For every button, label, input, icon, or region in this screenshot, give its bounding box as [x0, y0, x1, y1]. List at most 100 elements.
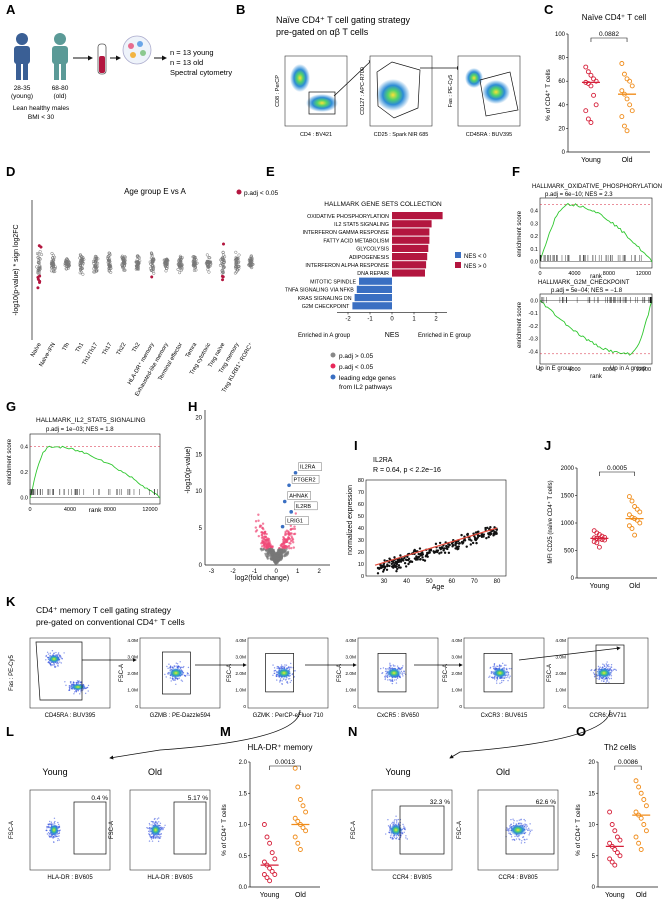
event-dot	[147, 827, 149, 830]
event-dot	[525, 826, 527, 828]
data-point	[291, 541, 295, 544]
bar-label: INTERFERON GAMMA RESPONSE	[302, 230, 389, 236]
event-dot	[397, 838, 400, 840]
y-tick-label: 0.0	[530, 260, 538, 266]
enrichment-curve	[539, 202, 653, 263]
event-dot	[162, 828, 164, 830]
event-dot	[158, 837, 160, 840]
event-dot	[48, 834, 50, 836]
event-dot	[607, 664, 610, 666]
event-dot	[392, 835, 394, 837]
data-point	[396, 567, 399, 571]
gate	[595, 644, 625, 684]
y-tick-label: 15	[195, 452, 202, 458]
event-dot	[403, 672, 405, 674]
event-dot	[148, 833, 150, 835]
data-point	[123, 255, 127, 259]
event-dot	[50, 664, 52, 667]
chart-ylabel: % of CD4⁺ T cells	[545, 68, 552, 120]
y-tick-label: 2.0M	[555, 671, 566, 677]
event-dot	[54, 666, 56, 668]
data-point	[277, 559, 280, 562]
event-dot	[182, 666, 184, 669]
event-dot	[187, 666, 190, 669]
highlight-point	[282, 499, 287, 504]
data-point	[281, 546, 284, 550]
data-point	[205, 253, 209, 257]
event-dot	[156, 821, 158, 823]
data-point	[292, 765, 298, 771]
event-dot	[46, 833, 49, 835]
event-dot	[188, 674, 190, 676]
data-point	[51, 260, 55, 264]
data-point	[290, 535, 293, 538]
event-dot	[387, 819, 389, 821]
event-dot	[493, 663, 496, 665]
data-point	[484, 528, 487, 532]
event-dot	[183, 665, 185, 668]
event-dot	[165, 676, 167, 678]
event-dot	[491, 671, 493, 674]
event-dot	[495, 680, 498, 682]
data-point	[593, 102, 599, 108]
event-dot	[55, 835, 58, 838]
data-point	[257, 513, 260, 516]
event-dot	[277, 667, 280, 670]
data-point	[288, 541, 291, 545]
data-point	[388, 561, 391, 564]
data-point	[250, 258, 254, 262]
gate-arrow-icon	[518, 646, 621, 661]
data-point	[485, 536, 488, 540]
event-dot	[389, 824, 392, 826]
event-dot	[46, 829, 48, 832]
chart-xlabel: rank	[89, 507, 102, 514]
panel-b: B Naïve CD4⁺ T cell gating strategy pre-…	[236, 2, 521, 138]
legend-dot	[236, 189, 242, 195]
event-dot	[400, 668, 403, 670]
old-age-label: 68-80	[52, 85, 69, 92]
y-tick-label: 0	[353, 704, 356, 710]
y-tick-label: 4.0M	[451, 638, 462, 644]
data-point	[262, 548, 265, 551]
data-point	[109, 270, 113, 274]
event-dot	[286, 681, 288, 684]
flow-ylabel: Fas : PE-Cy5	[448, 75, 454, 108]
event-dot	[496, 678, 499, 680]
data-point	[591, 76, 597, 82]
density-core	[510, 824, 526, 836]
data-point	[629, 83, 635, 89]
event-dot	[382, 667, 385, 669]
event-dot	[489, 675, 491, 677]
p-value: 0.0086	[618, 759, 638, 766]
event-dot	[395, 819, 398, 821]
event-dot	[501, 679, 503, 682]
data-point	[607, 809, 613, 815]
data-point	[637, 520, 643, 526]
data-point	[93, 255, 97, 259]
x-tick-label: 80	[494, 579, 501, 585]
x-tick-label: -1	[367, 316, 373, 322]
chart-o-plot: 0 5 10 15 20 Young Old 0.0086	[588, 759, 658, 899]
event-dot	[605, 666, 608, 668]
event-dot	[159, 837, 161, 839]
data-point	[272, 856, 278, 862]
regression-line	[374, 527, 498, 566]
data-point	[274, 556, 278, 559]
flow-plot-b3: Fas : PE-Cy5 CD45RA : BUV395	[448, 55, 521, 138]
event-dot	[53, 652, 55, 654]
event-dot	[180, 666, 182, 669]
data-point	[261, 533, 264, 537]
event-dot	[389, 679, 392, 681]
data-point	[382, 568, 386, 571]
data-point	[178, 258, 182, 262]
data-point	[271, 548, 274, 552]
data-point	[39, 245, 43, 249]
event-dot	[58, 830, 61, 832]
x-tick-label: Tfh	[62, 342, 71, 352]
gene-label-box	[294, 501, 318, 511]
data-point	[38, 274, 42, 278]
data-point	[106, 256, 110, 260]
event-dot	[608, 678, 611, 680]
event-dot	[164, 673, 166, 676]
n-young-text: n = 13 young	[170, 48, 214, 57]
